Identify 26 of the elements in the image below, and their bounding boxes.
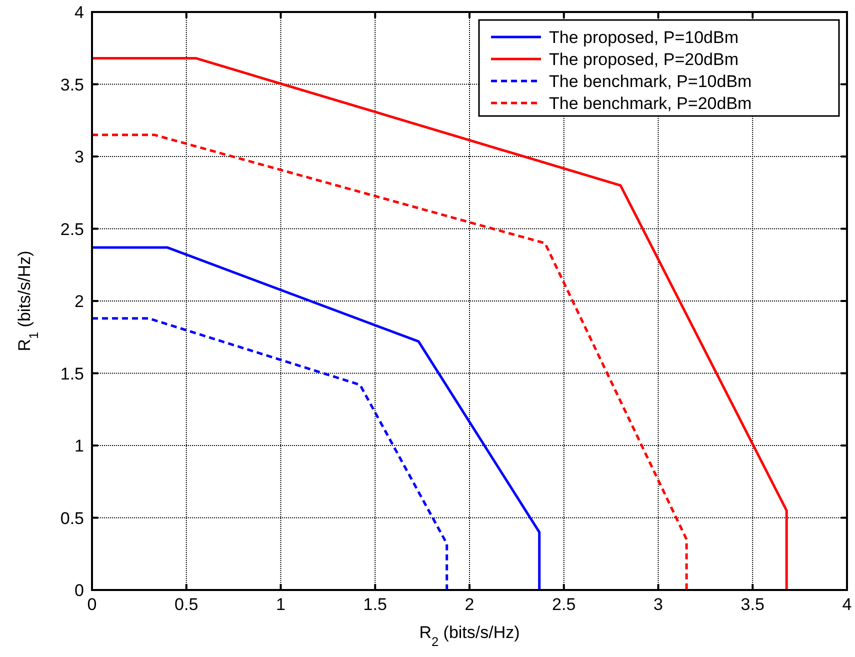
x-tick-label: 1.5: [363, 595, 387, 614]
x-tick-label: 3: [654, 595, 663, 614]
legend-label: The proposed, P=20dBm: [549, 50, 738, 69]
y-tick-label: 4: [74, 3, 84, 22]
line-series: [90, 246, 541, 592]
x-tick-label: 4: [842, 595, 852, 614]
y-tick-label: 0.5: [60, 508, 84, 528]
y-tick-label: 1.5: [60, 364, 84, 384]
y-tick-label: 3: [74, 148, 84, 166]
y-tick-label: 2: [74, 292, 84, 311]
line-series: [90, 317, 448, 592]
legend-label: The benchmark, P=20dBm: [549, 94, 752, 113]
x-tick-label: 1: [276, 595, 286, 614]
x-tick-label: 0: [87, 595, 97, 614]
x-tick-label: 0.5: [174, 595, 198, 614]
x-tick-label: 3.5: [740, 595, 764, 614]
y-tick-label: 0: [74, 581, 84, 600]
legend-label: The benchmark, P=10dBm: [549, 72, 752, 91]
y-tick-label: 1: [74, 436, 84, 456]
y-tick-label: 3.5: [60, 75, 84, 94]
y-tick-label: 2.5: [60, 220, 84, 239]
line-series: [90, 134, 688, 592]
x-tick-label: 2: [464, 595, 474, 614]
x-tick-label: 2.5: [552, 595, 576, 614]
legend-label: The proposed, P=10dBm: [549, 28, 738, 47]
x-axis-title: R$_{2}$ (bits/s/Hz): [419, 623, 520, 648]
